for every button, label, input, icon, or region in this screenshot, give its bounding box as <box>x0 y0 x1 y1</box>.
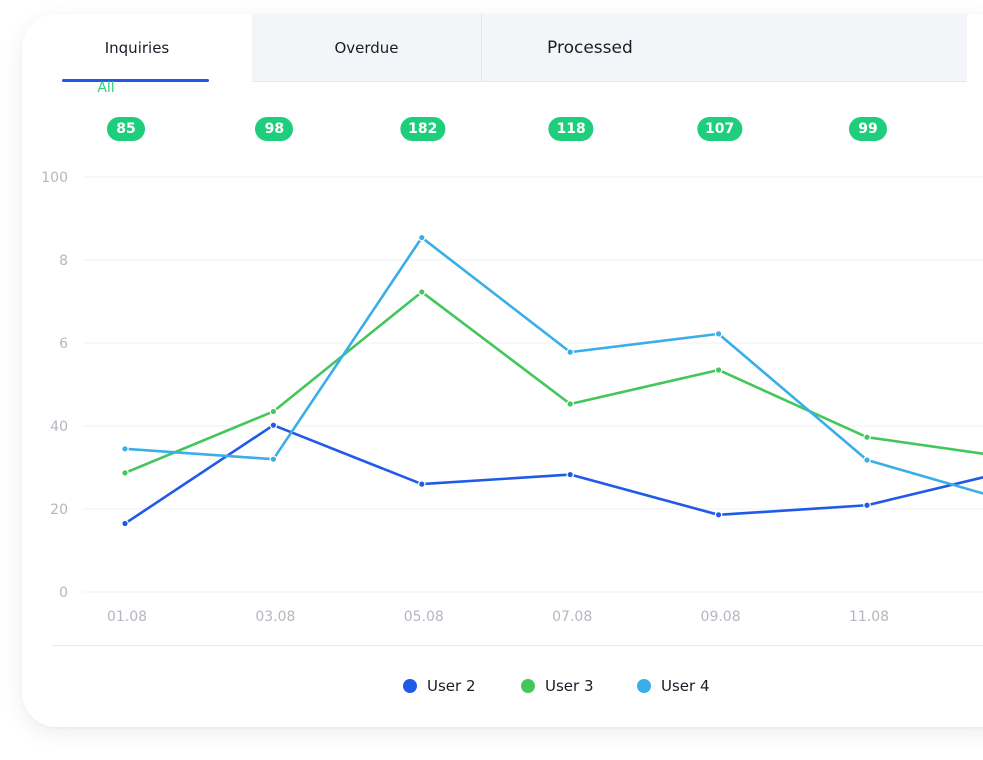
active-tab-indicator <box>62 79 209 82</box>
x-tick-label: 05.08 <box>404 609 444 625</box>
data-point-user-3 <box>417 288 426 296</box>
y-tick-label: 100 <box>41 170 68 186</box>
data-point-user-3 <box>566 400 575 408</box>
legend-dot-icon <box>521 679 535 693</box>
data-point-user-2 <box>566 470 575 479</box>
data-point-user-4 <box>714 330 723 338</box>
series-line-user-3 <box>123 290 983 475</box>
count-badge: 99 <box>849 117 887 141</box>
data-point-user-4 <box>863 456 871 464</box>
y-tick-label: 8 <box>59 253 68 269</box>
count-badge: 85 <box>107 117 145 141</box>
data-point-user-3 <box>269 407 278 416</box>
data-point-user-4 <box>417 233 426 242</box>
data-point-user-2 <box>714 511 723 519</box>
tab-processed[interactable]: Processed <box>481 14 967 82</box>
tab-overdue[interactable]: Overdue <box>252 14 481 82</box>
data-point-user-2 <box>417 480 426 488</box>
x-tick-label: 11.08 <box>849 609 889 625</box>
tab-overdue-label: Overdue <box>334 39 399 57</box>
legend-label: User 4 <box>661 677 710 695</box>
count-badge: 107 <box>696 117 743 141</box>
count-badge: 182 <box>400 117 446 141</box>
y-tick-label: 40 <box>50 419 68 435</box>
count-badge: 98 <box>255 117 294 141</box>
x-tick-label: 07.08 <box>552 609 592 625</box>
x-tick-label: 03.08 <box>255 609 295 625</box>
tab-inquiries-label: Inquiries <box>104 39 170 57</box>
data-point-user-2 <box>863 501 871 510</box>
legend-item-user-3[interactable]: User 3 <box>521 677 594 695</box>
legend-divider <box>52 645 983 646</box>
y-tick-label: 0 <box>59 585 68 601</box>
data-point-user-4 <box>121 445 129 453</box>
data-point-user-3 <box>714 366 723 374</box>
data-point-user-4 <box>269 455 278 464</box>
legend-label: User 3 <box>545 677 594 695</box>
legend-label: User 2 <box>427 677 476 695</box>
y-tick-label: 6 <box>59 336 68 352</box>
legend-dot-icon <box>637 679 651 693</box>
legend-item-user-4[interactable]: User 4 <box>637 677 710 695</box>
legend-dot-icon <box>403 679 417 693</box>
y-tick-label: 20 <box>50 502 68 518</box>
tab-bar: Inquiries Overdue Processed <box>22 14 967 82</box>
count-badge: 118 <box>548 117 594 141</box>
tab-divider <box>481 14 482 82</box>
x-tick-label: 09.08 <box>701 609 741 625</box>
tab-processed-label: Processed <box>547 38 633 58</box>
filter-all-link[interactable]: All <box>97 80 115 96</box>
data-point-user-3 <box>121 469 129 477</box>
chart-legend: User 2 User 3 User 4 <box>0 677 983 697</box>
data-point-user-2 <box>269 421 278 429</box>
data-point-user-4 <box>566 348 575 356</box>
data-point-user-3 <box>863 433 871 442</box>
tab-bar-border <box>252 81 967 82</box>
series-line-user-4 <box>123 236 983 495</box>
data-point-user-2 <box>121 519 129 528</box>
tab-inquiries[interactable]: Inquiries <box>22 14 252 82</box>
chart-card: Inquiries Overdue Processed <box>22 14 983 727</box>
x-tick-label: 01.08 <box>107 609 147 625</box>
legend-item-user-2[interactable]: User 2 <box>403 677 476 695</box>
